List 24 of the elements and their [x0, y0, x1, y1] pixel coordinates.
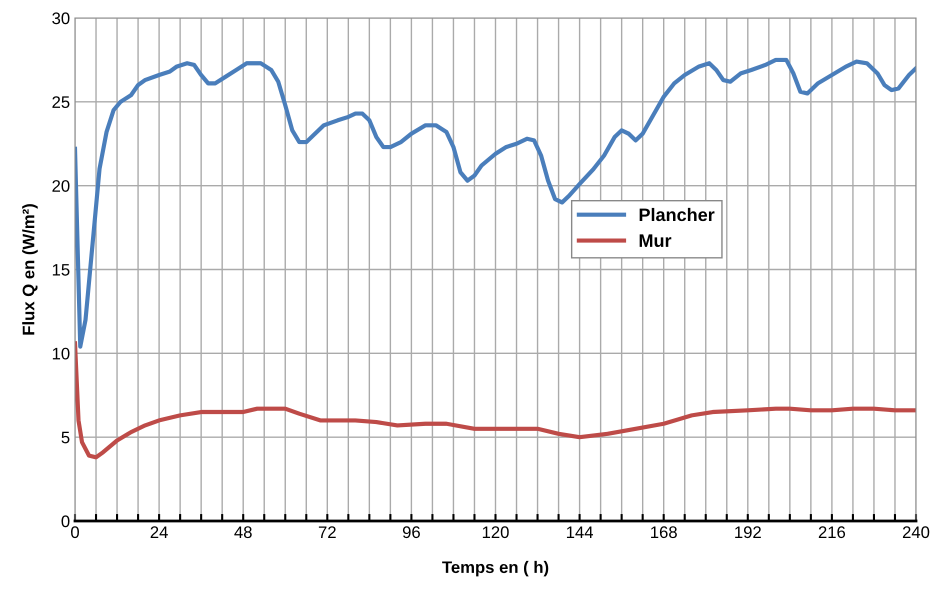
x-axis-title: Temps en ( h): [442, 560, 548, 576]
x-tick-label: 0: [71, 526, 79, 538]
line-series: [75, 58, 916, 349]
x-tick-label: 216: [818, 526, 846, 538]
y-tick-label: 5: [62, 432, 70, 444]
x-tick-label: 168: [651, 526, 677, 538]
x-tick-label: 240: [902, 526, 930, 538]
x-tick-label: 192: [735, 526, 761, 538]
legend-label: Plancher: [640, 208, 714, 222]
x-tick-label: 120: [482, 526, 509, 538]
y-tick-label: 20: [52, 180, 70, 192]
y-tick-label: 0: [62, 515, 70, 528]
y-tick-label: 25: [52, 96, 70, 108]
y-tick-label: 15: [52, 264, 70, 276]
x-tick-label: 72: [318, 526, 336, 538]
x-tick-label: 144: [566, 526, 594, 538]
x-tick-label: 24: [150, 526, 168, 538]
x-tick-label: 48: [234, 526, 252, 538]
y-axis-title: Flux Q en (W/m²): [22, 204, 38, 335]
y-tick-label: 30: [52, 12, 70, 24]
x-tick-label: 96: [402, 526, 420, 538]
y-tick-label: 10: [52, 348, 70, 360]
legend-label: Mur: [640, 234, 672, 248]
line-series: [75, 341, 916, 460]
